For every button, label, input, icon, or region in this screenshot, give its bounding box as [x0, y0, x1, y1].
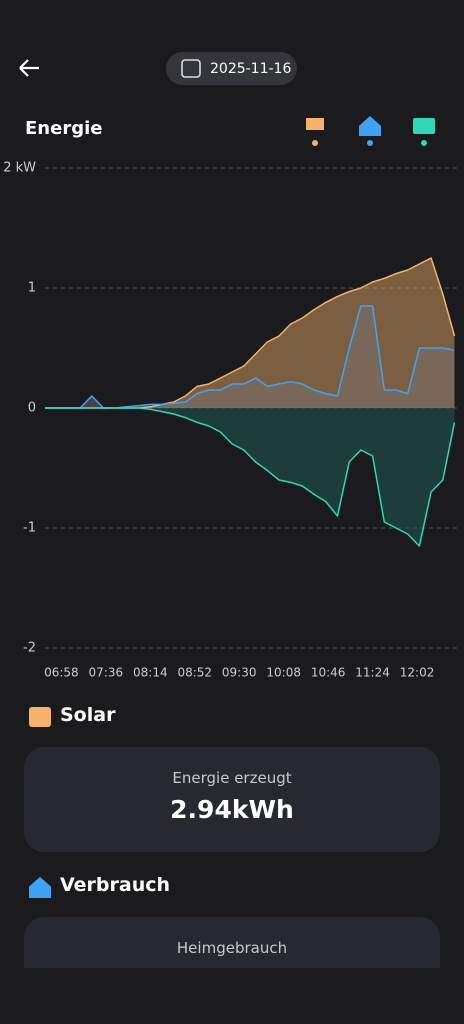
card-value: 2.94kWh — [170, 795, 294, 824]
x-tick-label: 10:08 — [266, 666, 301, 680]
y-tick-label: 2 kW — [3, 161, 36, 176]
x-tick-label: 10:46 — [311, 666, 346, 680]
series-line — [45, 407, 456, 547]
x-tick-label: 07:36 — [89, 666, 124, 680]
chart: 2025-11-16 Energie 2 kW 1 0 -1 -2 06:58 07:36 0… — [3, 52, 458, 680]
solar-toggle[interactable] — [306, 118, 324, 146]
x-tick-label: 06:58 — [44, 666, 79, 680]
series-area — [45, 258, 455, 408]
home-icon — [29, 877, 51, 898]
solar-icon — [29, 707, 51, 727]
series-area — [45, 408, 455, 546]
x-tick-label: 08:14 — [133, 666, 168, 680]
x-tick-label: 09:30 — [222, 666, 257, 680]
battery-toggle[interactable] — [413, 118, 435, 146]
section-title: Solar — [60, 704, 116, 726]
y-tick-label: -2 — [23, 641, 36, 656]
section-title: Verbrauch — [60, 874, 171, 896]
back-arrow[interactable] — [19, 59, 39, 77]
x-tick-label: 11:24 — [355, 666, 390, 680]
y-tick-label: 1 — [28, 281, 36, 296]
date: 2025-11-16 — [210, 61, 291, 77]
card-label: Heimgebrauch — [176, 939, 288, 957]
consumption-card: Heimgebrauch — [24, 917, 440, 968]
y-tick-label: 0 — [28, 401, 36, 416]
card-clip: Heimgebrauch — [0, 917, 464, 968]
x-tick-label: 12:02 — [400, 666, 435, 680]
y-tick-label: -1 — [23, 521, 36, 536]
solar-card: Energie erzeugt 2.94kWh — [24, 747, 440, 852]
home-toggle[interactable] — [359, 116, 381, 146]
card-label: Energie erzeugt — [172, 769, 292, 787]
chart-title: Energie — [25, 118, 102, 139]
x-tick-label: 08:52 — [177, 666, 212, 680]
series-area — [45, 306, 455, 408]
calendar-icon — [181, 59, 201, 78]
